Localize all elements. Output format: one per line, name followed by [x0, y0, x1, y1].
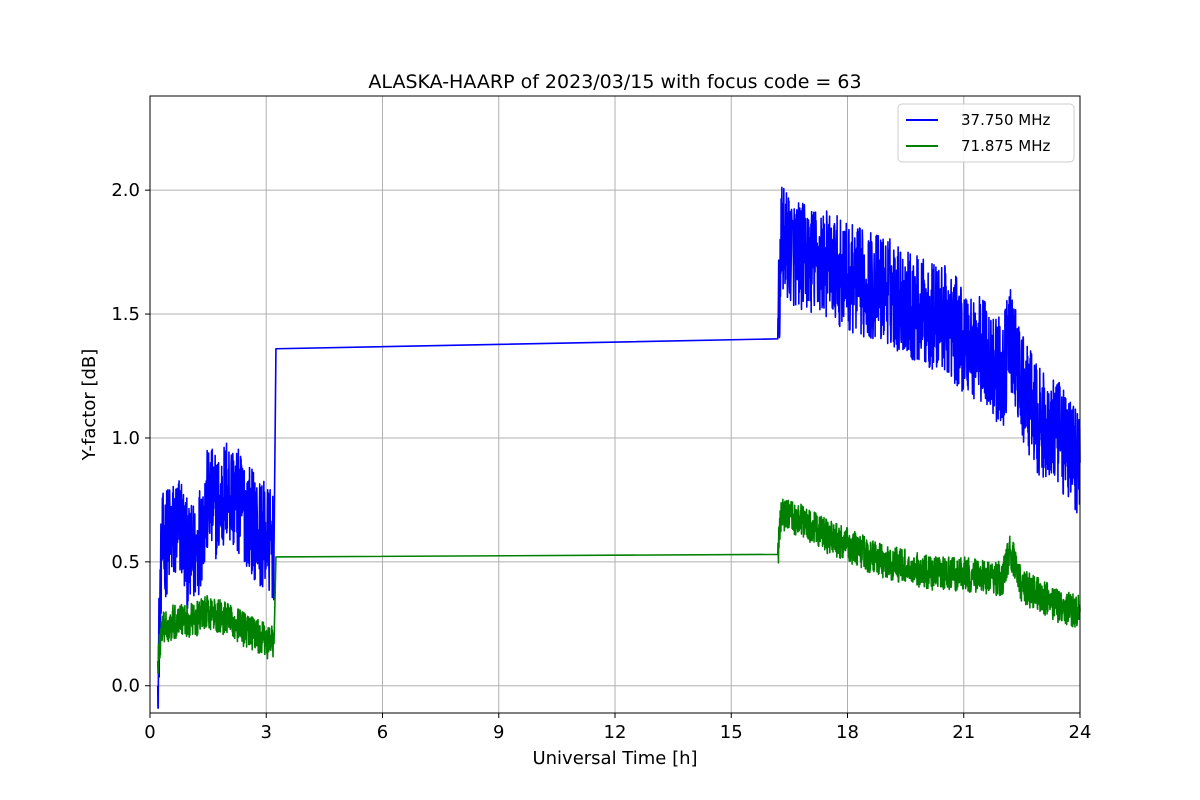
x-tick-label: 3 — [261, 722, 272, 743]
x-axis-label: Universal Time [h] — [532, 748, 697, 769]
x-tick-label: 9 — [493, 722, 504, 743]
y-tick-label: 1.0 — [111, 428, 140, 449]
y-tick-label: 1.5 — [111, 304, 140, 325]
legend: 37.750 MHz 71.875 MHz — [897, 103, 1075, 163]
ticks: 0 3 6 9 12 15 18 21 24 0.0 0.5 1.0 1.5 2.0 — [111, 180, 1091, 743]
legend-label: 71.875 MHz — [961, 137, 1050, 155]
x-tick-label: 6 — [377, 722, 388, 743]
chart-title: ALASKA-HAARP of 2023/03/15 with focus co… — [368, 71, 861, 93]
y-tick-label: 0.5 — [111, 552, 140, 573]
x-tick-label: 18 — [836, 722, 859, 743]
x-tick-label: 15 — [720, 722, 743, 743]
legend-label: 37.750 MHz — [961, 111, 1050, 129]
series-line — [156, 186, 1081, 709]
x-tick-label: 0 — [144, 722, 155, 743]
legend-box — [897, 103, 1075, 163]
series-line — [156, 498, 1081, 675]
x-tick-label: 21 — [952, 722, 975, 743]
x-tick-label: 12 — [604, 722, 627, 743]
plot-series — [156, 186, 1081, 709]
y-tick-label: 2.0 — [111, 180, 140, 201]
x-tick-label: 24 — [1069, 722, 1092, 743]
y-axis-label: Y-factor [dB] — [79, 349, 100, 462]
y-tick-label: 0.0 — [111, 676, 140, 697]
